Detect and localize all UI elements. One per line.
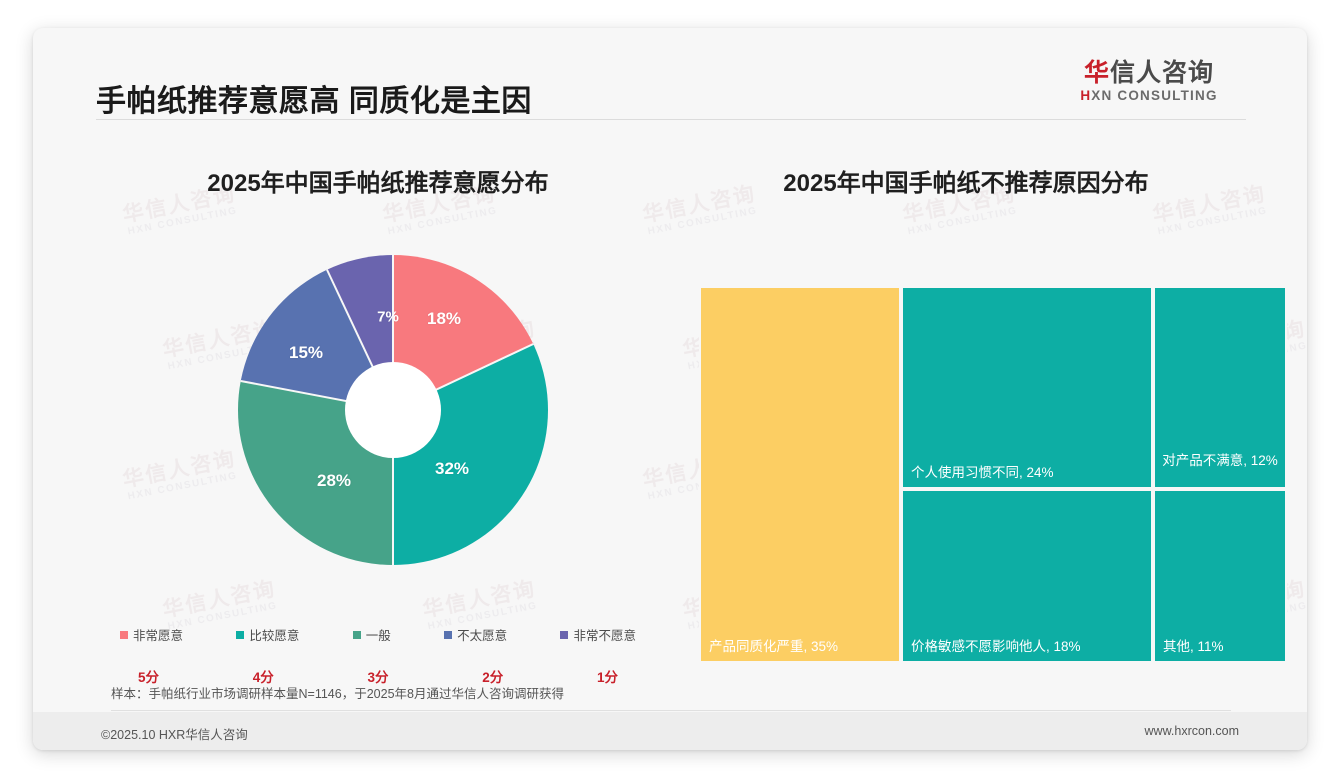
score-label: 3分 [367,670,389,685]
treemap-cell-label: 其他, 11% [1163,639,1224,655]
treemap-cell[interactable]: 产品同质化严重, 35% [699,286,901,663]
donut-legend: 非常愿意 比较愿意 一般 不太愿意 非常不愿意 [108,625,648,644]
right-chart-title: 2025年中国手帕纸不推荐原因分布 [783,170,1149,197]
legend-label: 非常愿意 [133,629,184,643]
donut-center-hole [345,362,441,458]
legend-label: 一般 [365,629,391,643]
brand-logo-en-red: H [1080,88,1092,104]
treemap-cell-label: 价格敏感不愿影响他人, 18% [911,639,1081,655]
treemap-cell-label: 个人使用习惯不同, 24% [911,465,1054,481]
page-title: 手帕纸推荐意愿高 同质化是主因 [96,85,532,118]
brand-logo-cn-red: 华 [1083,59,1110,87]
panel-recommendation-willingness: 2025年中国手帕纸推荐意愿分布 18% 32% 28% 15% 7% 非常愿意 比较愿意… [98,163,658,693]
legend-item[interactable]: 非常愿意 [120,625,183,644]
score-label: 4分 [252,670,274,685]
donut-score-row: 5分 4分 3分 2分 1分 [108,666,648,686]
source-footnote: 样本：手帕纸行业市场调研样本量N=1146，于2025年8月通过华信人咨询调研获… [111,683,1231,711]
treemap-cell[interactable]: 对产品不满意, 12% [1153,286,1287,489]
slide-footer: ©2025.10 HXR华信人咨询 www.hxrcon.com [33,712,1307,750]
legend-swatch-icon [560,630,569,639]
score-label: 5分 [138,670,160,685]
donut-slice-label: 28% [316,471,352,490]
legend-swatch-icon [236,630,245,639]
donut-slice-label: 15% [288,343,324,362]
brand-logo-en: HXN CONSULTING [1049,88,1249,103]
brand-logo-en-rest: XN CONSULTING [1091,88,1218,104]
legend-label: 不太愿意 [457,629,508,643]
legend-swatch-icon [352,630,361,639]
legend-item[interactable]: 比较愿意 [236,625,299,644]
legend-swatch-icon [444,630,453,639]
treemap-chart: 产品同质化严重, 35% 个人使用习惯不同, 24% 价格敏感不愿影响他人, 18%… [699,286,1287,663]
slide-card: 华信人咨询 HXN CONSULTING 华信人咨询 HXN CONSULTING 华信… [33,28,1307,750]
legend-label: 非常不愿意 [573,629,636,643]
slide-header: 手帕纸推荐意愿高 同质化是主因 华信人咨询 HXN CONSULTING [33,28,1307,128]
donut-chart: 18% 32% 28% 15% 7% [238,255,548,565]
brand-logo-cn-rest: 信人咨询 [1110,59,1215,87]
brand-logo-cn: 华信人咨询 [1049,60,1249,86]
donut-slice-label: 7% [377,308,399,326]
treemap-cell-label: 对产品不满意, 12% [1162,453,1278,468]
donut-slice-label: 18% [426,309,462,328]
treemap-cell[interactable]: 其他, 11% [1153,489,1287,663]
score-label: 2分 [482,670,504,685]
treemap-cell[interactable]: 价格敏感不愿影响他人, 18% [901,489,1153,663]
treemap-cell-label: 产品同质化严重, 35% [709,639,839,655]
left-chart-title: 2025年中国手帕纸推荐意愿分布 [207,170,549,197]
brand-logo: 华信人咨询 HXN CONSULTING [1049,60,1249,103]
donut-slice-label: 32% [434,459,470,478]
legend-item[interactable]: 非常不愿意 [560,625,636,644]
legend-label: 比较愿意 [249,629,300,643]
panel-non-recommendation-reasons: 2025年中国手帕纸不推荐原因分布 产品同质化严重, 35% 个人使用习惯不同, … [681,163,1287,693]
footer-website: www.hxrcon.com [1144,724,1239,738]
score-label: 1分 [596,670,618,685]
legend-swatch-icon [120,630,128,639]
legend-item[interactable]: 一般 [352,625,391,644]
donut-slice-divider [392,410,394,565]
footer-copyright: ©2025.10 HXR华信人咨询 [101,728,248,742]
treemap-cell[interactable]: 个人使用习惯不同, 24% [901,286,1153,489]
legend-item[interactable]: 不太愿意 [444,625,507,644]
header-divider [96,119,1246,120]
